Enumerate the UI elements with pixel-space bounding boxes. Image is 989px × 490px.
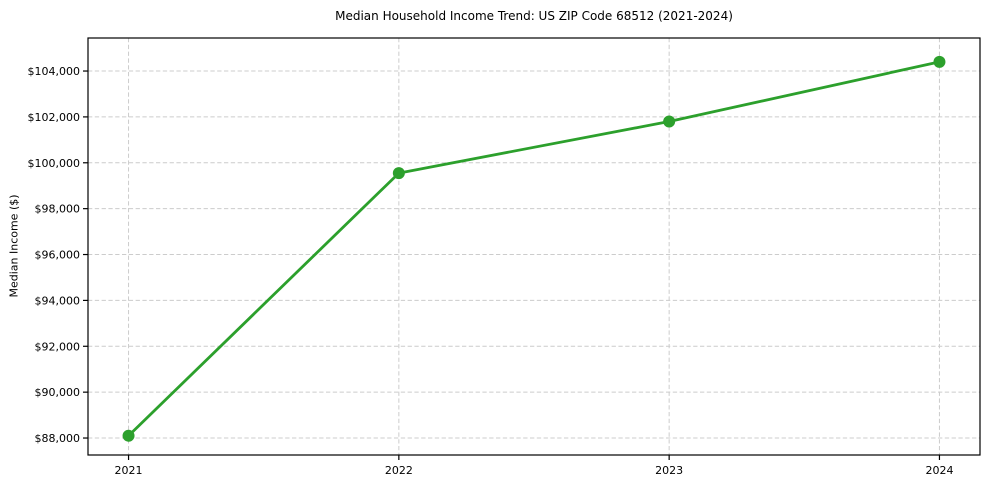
data-point-2022 bbox=[392, 167, 405, 180]
x-tick-label: 2021 bbox=[115, 464, 143, 477]
data-point-2024 bbox=[933, 55, 946, 68]
y-tick-label: $102,000 bbox=[28, 111, 81, 124]
y-tick-label: $104,000 bbox=[28, 65, 81, 78]
x-tick-label: 2023 bbox=[655, 464, 683, 477]
plot-border bbox=[87, 37, 981, 456]
axis-ticks bbox=[83, 70, 941, 460]
y-tick-label: $92,000 bbox=[35, 340, 81, 353]
income-trend-line bbox=[127, 60, 941, 438]
y-tick-label: $88,000 bbox=[35, 432, 81, 445]
data-point-2021 bbox=[122, 429, 135, 442]
y-tick-label: $94,000 bbox=[35, 294, 81, 307]
y-tick-label: $100,000 bbox=[28, 157, 81, 170]
y-tick-label: $90,000 bbox=[35, 386, 81, 399]
y-tick-label: $96,000 bbox=[35, 249, 81, 262]
gridlines bbox=[88, 38, 980, 455]
chart-title: Median Household Income Trend: US ZIP Co… bbox=[335, 9, 733, 23]
data-point-2023 bbox=[663, 115, 676, 128]
axis-tick-labels: $88,000 $90,000 $92,000 $94,000 $96,000 $98,0… bbox=[28, 65, 954, 477]
y-tick-label: $98,000 bbox=[35, 203, 81, 216]
x-tick-label: 2024 bbox=[925, 464, 953, 477]
x-tick-label: 2022 bbox=[385, 464, 413, 477]
